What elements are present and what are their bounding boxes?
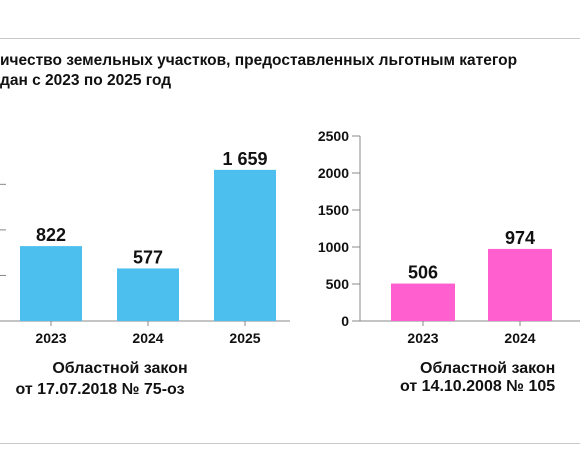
right-bar-2024 — [488, 248, 552, 321]
left-x-tick-label-2025: 2025 — [229, 330, 260, 346]
right-y-tick-label-4: 2000 — [318, 165, 349, 181]
chart-title-line-2: дан с 2023 по 2025 год — [0, 72, 172, 89]
right-y-tick-label-1: 500 — [326, 276, 350, 292]
right-y-tick-label-5: 2500 — [318, 128, 349, 144]
right-x-tick-label-2024: 2024 — [504, 330, 535, 346]
left-bar-2025 — [214, 169, 276, 321]
left-bar-label-2023: 822 — [36, 225, 66, 245]
left-x-tick-label-2023: 2023 — [35, 330, 66, 346]
right-y-tick-label-0: 0 — [341, 313, 349, 329]
right-y-tick-label-3: 1500 — [318, 202, 349, 218]
right-bar-2023 — [391, 283, 455, 321]
left-bar-label-2024: 577 — [133, 247, 163, 267]
left-bar-2024 — [117, 268, 179, 321]
right-law-caption-line-1: Областной закон — [420, 360, 556, 377]
right-bar-label-2023: 506 — [408, 263, 438, 283]
left-x-tick-label-2024: 2024 — [132, 330, 163, 346]
right-x-tick-label-2023: 2023 — [407, 330, 438, 346]
chart-title-line-1: ичество земельных участков, предоставлен… — [0, 52, 518, 69]
bottom-divider — [0, 443, 580, 444]
left-bar-label-2025: 1 659 — [222, 149, 267, 169]
top-divider — [0, 38, 580, 39]
right-y-tick-label-2: 1000 — [318, 239, 349, 255]
left-law-caption-line-2: от 17.07.2018 № 75-оз — [15, 381, 185, 398]
right-law-caption-line-2: от 14.10.2008 № 105 — [400, 378, 556, 395]
left-law-caption-line-1: Областной закон — [52, 360, 188, 377]
left-bar-2023 — [20, 246, 82, 321]
right-bar-label-2024: 974 — [505, 228, 535, 248]
